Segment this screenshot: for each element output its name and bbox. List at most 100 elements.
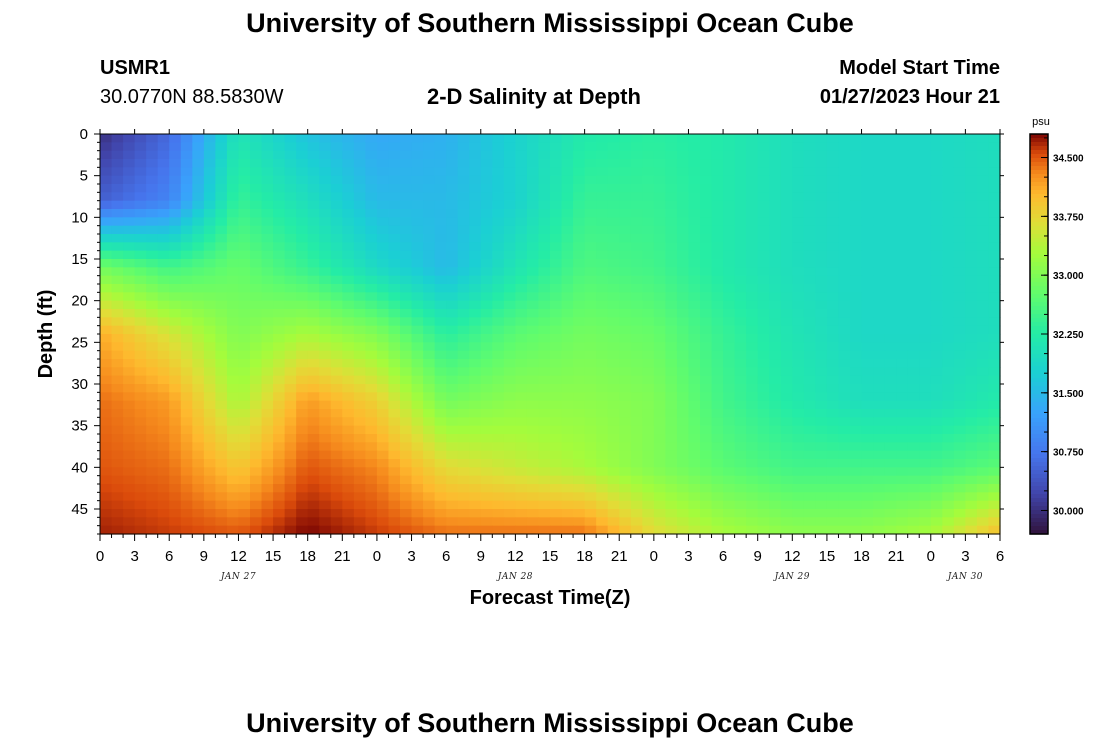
heatmap-cell xyxy=(953,359,966,368)
heatmap-cell xyxy=(330,325,343,335)
heatmap-cell xyxy=(769,500,782,510)
heatmap-cell xyxy=(492,434,505,443)
heatmap-cell xyxy=(757,134,770,143)
heatmap-cell xyxy=(930,384,943,393)
heatmap-cell xyxy=(238,209,251,218)
heatmap-cell xyxy=(134,134,147,143)
heatmap-cell xyxy=(826,450,840,460)
heatmap-cell xyxy=(515,442,528,452)
heatmap-cell xyxy=(492,259,505,268)
heatmap-cell xyxy=(884,492,897,502)
heatmap-cell xyxy=(700,325,713,335)
heatmap-cell xyxy=(503,225,516,235)
heatmap-cell xyxy=(919,350,932,360)
heatmap-cell xyxy=(676,434,690,443)
heatmap-cell xyxy=(942,275,955,285)
heatmap-cell xyxy=(746,509,759,518)
heatmap-cell xyxy=(561,317,574,327)
colorbar-segment xyxy=(1030,314,1048,319)
colorbar-segment xyxy=(1030,374,1048,379)
heatmap-cell xyxy=(469,150,482,160)
heatmap-cell xyxy=(261,509,274,518)
heatmap-cell xyxy=(792,142,805,152)
heatmap-cell xyxy=(273,225,286,235)
heatmap-cell xyxy=(803,234,816,243)
heatmap-cell xyxy=(469,159,482,168)
heatmap-cell xyxy=(296,367,309,377)
heatmap-cell xyxy=(319,342,332,352)
heatmap-cell xyxy=(146,192,159,202)
heatmap-cell xyxy=(769,517,782,527)
heatmap-cell xyxy=(884,259,897,268)
heatmap-cell xyxy=(665,500,678,510)
heatmap-cell xyxy=(653,484,666,493)
heatmap-cell xyxy=(688,184,701,193)
heatmap-cell xyxy=(238,517,251,527)
heatmap-cell xyxy=(400,367,413,377)
heatmap-cell xyxy=(757,284,770,293)
heatmap-cell xyxy=(157,409,170,418)
heatmap-cell xyxy=(215,325,228,335)
heatmap-cell xyxy=(226,442,240,452)
heatmap-cell xyxy=(861,350,874,360)
heatmap-cell xyxy=(134,267,147,277)
heatmap-cell xyxy=(573,509,586,518)
heatmap-cell xyxy=(388,325,401,335)
heatmap-cell xyxy=(330,359,343,368)
heatmap-cell xyxy=(550,317,563,327)
heatmap-cell xyxy=(203,217,216,227)
heatmap-cell xyxy=(492,467,505,477)
heatmap-cell xyxy=(653,284,666,293)
heatmap-cell xyxy=(723,425,736,435)
heatmap-cell xyxy=(261,200,274,210)
heatmap-cell xyxy=(561,159,574,168)
heatmap-cell xyxy=(376,334,390,343)
heatmap-cell xyxy=(688,425,701,435)
heatmap-cell xyxy=(838,517,851,527)
heatmap-cell xyxy=(319,142,332,152)
heatmap-cell xyxy=(215,367,228,377)
heatmap-cell xyxy=(688,292,701,302)
heatmap-cell xyxy=(815,484,828,493)
heatmap-cell xyxy=(965,375,978,385)
heatmap-cell xyxy=(688,467,701,477)
heatmap-cell xyxy=(526,159,540,168)
heatmap-cell xyxy=(803,425,816,435)
heatmap-cell xyxy=(826,200,840,210)
heatmap-cell xyxy=(700,492,713,502)
heatmap-cell xyxy=(573,167,586,177)
heatmap-cell xyxy=(965,242,978,252)
heatmap-cell xyxy=(446,400,459,410)
heatmap-cell xyxy=(457,500,470,510)
heatmap-cell xyxy=(492,525,505,535)
heatmap-cell xyxy=(307,225,320,235)
heatmap-cell xyxy=(480,509,493,518)
heatmap-cell xyxy=(792,442,805,452)
heatmap-cell xyxy=(803,500,816,510)
heatmap-cell xyxy=(538,275,551,285)
heatmap-cell xyxy=(203,267,216,277)
heatmap-cell xyxy=(365,409,378,418)
heatmap-cell xyxy=(884,200,897,210)
heatmap-cell xyxy=(296,275,309,285)
heatmap-cell xyxy=(780,250,793,260)
heatmap-cell xyxy=(907,475,920,485)
heatmap-cell xyxy=(203,442,216,452)
heatmap-cell xyxy=(180,175,193,185)
heatmap-cell xyxy=(596,200,609,210)
heatmap-cell xyxy=(976,234,990,243)
heatmap-cell xyxy=(123,484,136,493)
heatmap-cell xyxy=(180,409,193,418)
heatmap-cell xyxy=(665,425,678,435)
heatmap-cell xyxy=(953,142,966,152)
heatmap-cell xyxy=(319,467,332,477)
heatmap-cell xyxy=(850,175,863,185)
heatmap-cell xyxy=(896,134,909,143)
heatmap-cell xyxy=(907,400,920,410)
x-tick-label: 18 xyxy=(299,548,316,565)
heatmap-cell xyxy=(676,525,690,535)
x-tick-label: 3 xyxy=(407,548,415,565)
colorbar-segment xyxy=(1030,214,1048,219)
heatmap-cell xyxy=(261,325,274,335)
